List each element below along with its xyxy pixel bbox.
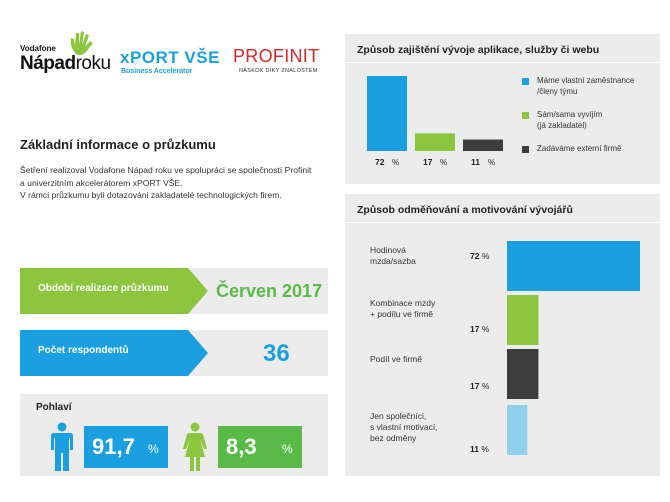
- legend-label: Zadáváme externí firmě: [537, 144, 622, 153]
- chart1-value-label: 17: [423, 157, 433, 167]
- chart2-title: Způsob odměňování a motivování vývojářů: [357, 204, 573, 216]
- female-unit: %: [282, 442, 293, 456]
- chart2-bar: [507, 405, 528, 455]
- chart2-category-label: Podíl ve firmě: [370, 354, 422, 364]
- napad-roku-wordmark: Nápadroku: [20, 53, 111, 74]
- chart1-bar: [415, 133, 455, 151]
- gender-title: Pohlaví: [36, 402, 72, 413]
- chart2-value-label: 17 %: [470, 381, 490, 391]
- legend-swatch: [522, 112, 529, 119]
- chart2-value-label: 11 %: [470, 444, 489, 454]
- male-value: 91,7: [92, 434, 135, 459]
- info-line: a univerzitním akcelerátorem xPORT VŠE.: [20, 177, 183, 188]
- respondents-value: 36: [263, 340, 290, 367]
- info-title: Základní informace o průzkumu: [20, 137, 216, 152]
- info-line: V rámci průzkumu byli dotazováni zaklada…: [20, 190, 282, 200]
- chart2-divider: [345, 222, 660, 223]
- male-icon: [51, 422, 73, 471]
- legend-label: Sám/sama vyvíjím (já zakladatel): [537, 110, 603, 130]
- male-percentage: 91,7 %: [84, 426, 168, 468]
- chart1-unit-label: %: [440, 158, 447, 167]
- xport-tagline: Business Accelerator: [121, 68, 193, 75]
- legend-swatch: [522, 146, 529, 153]
- reward-method-panel: Způsob odměňování a motivování vývojářů …: [345, 194, 660, 476]
- chart2-category-label: Jen společníci, s vlastní motivací, bez od…: [370, 411, 438, 443]
- xport-wordmark: xPORT VŠE: [120, 48, 220, 67]
- chart2-bar: [507, 241, 640, 291]
- male-unit: %: [148, 442, 159, 456]
- hand-icon: [70, 31, 93, 56]
- profinit-tagline: NÁSKOK DÍKY ZNALOSTEM: [239, 68, 318, 74]
- legend-label: Máme vlastní zaměstnance/členy týmu: [537, 76, 635, 96]
- chart2-category-label: Hodinová mzda/sazba: [370, 245, 416, 266]
- chart2-value-label: 17 %: [470, 324, 490, 334]
- profinit-wordmark: PROFINIT: [233, 46, 320, 66]
- chart1-unit-label: %: [392, 158, 399, 167]
- respondents-label: Počet respondentů: [38, 345, 129, 356]
- xport-vse-logo: xPORT VŠE Business Accelerator: [120, 48, 220, 78]
- period-arrow-shape: [20, 268, 208, 314]
- chart1-unit-label: %: [488, 158, 495, 167]
- chart1-title: Způsob zajištění vývoje aplikace, služby…: [357, 44, 600, 56]
- vodafone-napad-roku-logo: Vodafone Nápadroku: [20, 31, 111, 78]
- female-value: 8,3: [226, 434, 257, 459]
- female-percentage: 8,3 %: [218, 426, 302, 468]
- info-line: Šetření realizoval Vodafone Nápad roku v…: [20, 165, 312, 175]
- legend-swatch: [522, 78, 529, 85]
- period-label: Období realizace průzkumu: [38, 283, 169, 294]
- gender-stat: Pohlaví 91,7 % 8,3 %: [20, 394, 328, 476]
- chart1-value-label: 11: [471, 157, 480, 167]
- chart2-bar: [507, 349, 539, 399]
- period-value: Červen 2017: [216, 281, 323, 301]
- chart2-bar: [507, 295, 539, 345]
- reward-method-chart: [507, 241, 640, 455]
- chart1-bar: [463, 139, 503, 151]
- chart1-value-label: 72: [375, 157, 385, 167]
- respondents-arrow-shape: [20, 330, 208, 376]
- female-icon: [183, 422, 207, 471]
- development-method-panel: Způsob zajištění vývoje aplikace, služby…: [345, 34, 660, 184]
- chart1-bar: [367, 76, 407, 151]
- vodafone-wordmark: Vodafone: [20, 44, 56, 53]
- respondents-stat: Počet respondentů 36: [20, 330, 328, 376]
- development-method-chart: 72% 17% 11%: [367, 76, 503, 167]
- chart1-divider: [345, 62, 660, 63]
- period-stat: Období realizace průzkumu Červen 2017: [20, 268, 328, 314]
- chart2-category-label: Kombinace mzdy + podílu ve firmě: [370, 298, 436, 319]
- chart2-value-label: 72 %: [470, 251, 490, 261]
- info-description: Šetření realizoval Vodafone Nápad roku v…: [20, 164, 340, 202]
- profinit-logo: PROFINIT NÁSKOK DÍKY ZNALOSTEM: [233, 46, 328, 76]
